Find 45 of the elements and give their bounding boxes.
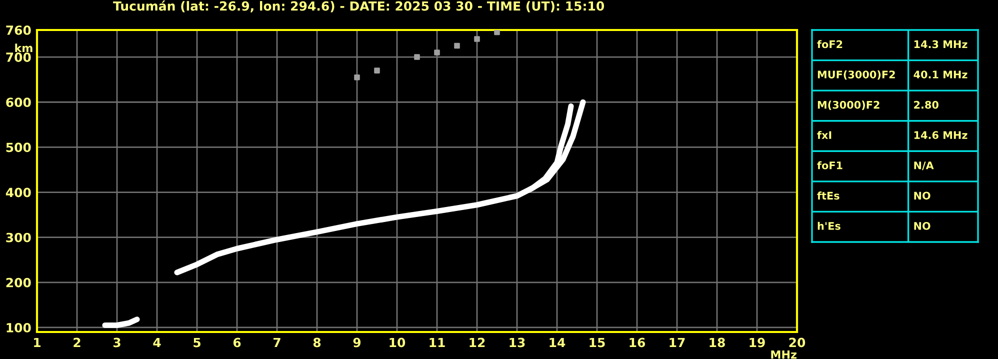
text: N/A xyxy=(914,162,934,170)
chart-title: Tucumán (lat: -26.9, lon: 294.6) - DATE: 2025 03 30 - TIME (UT): 15:10 xyxy=(113,0,604,12)
x-tick-label: 17 xyxy=(670,338,685,348)
y-tick-label: 400 xyxy=(6,188,31,198)
text: foF2 xyxy=(817,40,842,48)
y-tick-label: 700 xyxy=(6,52,31,62)
x-tick-label: 7 xyxy=(273,338,280,348)
x-tick-label: 11 xyxy=(430,338,445,348)
x-tick-label: 3 xyxy=(113,338,120,348)
x-tick-label: 6 xyxy=(233,338,241,348)
text: MUF(3000)F2 xyxy=(818,70,895,80)
text: 14.6 MHz xyxy=(914,131,968,140)
x-tick-label: 19 xyxy=(750,338,765,348)
text: M(3000)F2 xyxy=(818,100,880,110)
text: NO xyxy=(914,222,930,230)
text: fxI xyxy=(817,130,832,139)
x-tick-label: 8 xyxy=(313,338,321,348)
x-tick-label: 15 xyxy=(590,338,605,348)
y-tick-label: 200 xyxy=(6,278,31,288)
x-tick-label: 4 xyxy=(153,338,161,348)
x-tick-label: 9 xyxy=(353,338,361,348)
text: 2.80 xyxy=(914,100,938,109)
x-tick-label: 5 xyxy=(194,338,200,348)
text: foF1 xyxy=(817,161,842,170)
text: NO xyxy=(914,192,930,200)
x-tick-label: 2 xyxy=(74,338,80,348)
text: 14.3 MHz xyxy=(914,40,968,48)
y-tick-label: 760 xyxy=(6,25,31,35)
x-tick-label: 13 xyxy=(510,338,525,348)
text: ftEs xyxy=(817,192,840,200)
y-axis-title: km xyxy=(15,44,32,52)
y-tick-label: 500 xyxy=(6,142,31,152)
y-tick-label: 600 xyxy=(6,98,31,108)
y-tick-label: 300 xyxy=(6,232,31,242)
x-tick-label: 12 xyxy=(470,338,485,348)
x-tick-label: 20 xyxy=(789,338,806,348)
x-tick-label: 14 xyxy=(550,338,566,348)
text: h'Es xyxy=(818,222,840,230)
x-tick-label: 16 xyxy=(630,338,646,348)
x-tick-label: 10 xyxy=(390,338,406,348)
x-tick-label: 18 xyxy=(710,338,725,348)
x-axis-title: MHz xyxy=(771,350,796,359)
text: 40.1 MHz xyxy=(914,70,968,78)
y-tick-label: 100 xyxy=(6,322,31,332)
x-tick-label: 1 xyxy=(34,338,40,348)
